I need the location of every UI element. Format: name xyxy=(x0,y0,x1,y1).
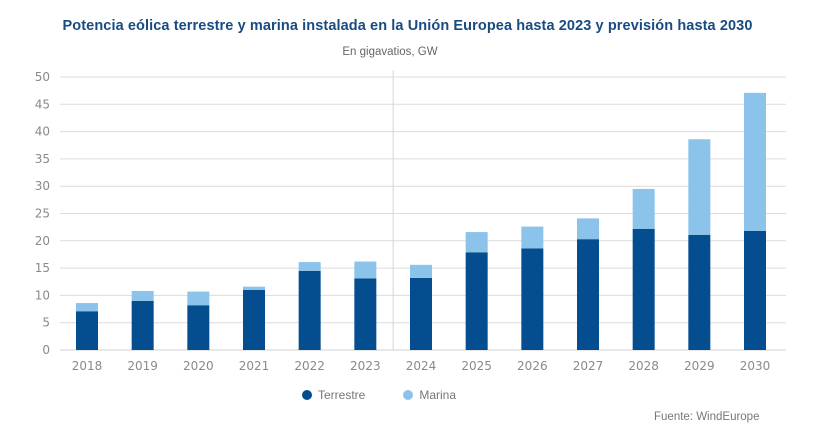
bar-terrestre-2023[interactable] xyxy=(354,278,377,350)
bar-terrestre-2026[interactable] xyxy=(521,248,544,350)
legend-marker-marina xyxy=(403,390,414,400)
chart-subtitle: En gigavatios, GW xyxy=(342,46,438,58)
y-axis-ticks: 0 5 10 15 20 25 30 35 40 45 50 xyxy=(35,70,50,357)
x-tick-label: 2021 xyxy=(239,359,270,373)
bar-marina-2026[interactable] xyxy=(521,226,544,249)
legend-item-terrestre[interactable]: Terrestre xyxy=(302,388,365,402)
legend-marker-terrestre xyxy=(302,390,312,400)
x-tick-label: 2019 xyxy=(127,359,158,373)
bar-marina-2025[interactable] xyxy=(465,232,488,253)
x-tick-label: 2018 xyxy=(72,359,103,373)
y-tick-label: 40 xyxy=(35,125,50,139)
bar-terrestre-2028[interactable] xyxy=(632,228,655,350)
bar-marina-2023[interactable] xyxy=(354,261,377,279)
x-tick-label: 2020 xyxy=(183,359,214,373)
y-tick-label: 15 xyxy=(35,261,50,275)
bar-marina-2030[interactable] xyxy=(744,92,766,231)
bars xyxy=(76,92,766,350)
gridlines xyxy=(60,76,786,351)
bar-terrestre-2029[interactable] xyxy=(688,234,711,350)
y-tick-label: 50 xyxy=(35,70,50,84)
bar-marina-2021[interactable] xyxy=(243,286,265,290)
bar-marina-2027[interactable] xyxy=(577,218,599,240)
bar-terrestre-2027[interactable] xyxy=(577,239,599,350)
bar-terrestre-2021[interactable] xyxy=(243,289,265,350)
x-tick-label: 2026 xyxy=(517,359,548,373)
bar-terrestre-2030[interactable] xyxy=(744,230,766,350)
y-tick-label: 35 xyxy=(35,152,50,166)
legend-item-marina[interactable]: Marina xyxy=(403,388,456,402)
chart-title: Potencia eólica terrestre y marina insta… xyxy=(62,18,753,34)
x-tick-label: 2027 xyxy=(573,359,604,373)
bar-marina-2029[interactable] xyxy=(688,139,711,235)
x-axis-ticks: 2018 2019 2020 2021 2022 2023 2024 2025 2026 2027… xyxy=(72,359,771,373)
x-tick-label: 2029 xyxy=(684,359,715,373)
bar-terrestre-2018[interactable] xyxy=(76,311,98,350)
bar-terrestre-2019[interactable] xyxy=(131,300,154,350)
bar-terrestre-2022[interactable] xyxy=(298,270,321,350)
bar-terrestre-2024[interactable] xyxy=(410,277,432,350)
x-tick-label: 2030 xyxy=(740,359,771,373)
y-tick-label: 45 xyxy=(35,97,50,111)
bar-marina-2024[interactable] xyxy=(410,264,432,278)
y-tick-label: 25 xyxy=(35,207,50,221)
legend-label-marina: Marina xyxy=(419,388,457,402)
legend-label-terrestre: Terrestre xyxy=(318,388,366,402)
bar-marina-2022[interactable] xyxy=(298,262,321,271)
y-tick-label: 0 xyxy=(42,343,50,357)
x-tick-label: 2028 xyxy=(628,359,659,373)
legend: Terrestre Marina xyxy=(302,388,456,402)
x-tick-label: 2024 xyxy=(406,359,437,373)
x-tick-label: 2025 xyxy=(461,359,492,373)
y-tick-label: 5 xyxy=(42,316,50,330)
bar-marina-2019[interactable] xyxy=(131,291,154,301)
bar-marina-2018[interactable] xyxy=(76,303,98,312)
bar-terrestre-2020[interactable] xyxy=(187,305,210,350)
bar-terrestre-2025[interactable] xyxy=(465,252,488,350)
bar-marina-2020[interactable] xyxy=(187,291,210,306)
x-tick-label: 2022 xyxy=(294,359,325,373)
x-tick-label: 2023 xyxy=(350,359,381,373)
source-note: Fuente: WindEurope xyxy=(654,411,760,423)
bar-marina-2028[interactable] xyxy=(632,188,655,229)
y-tick-label: 10 xyxy=(35,288,50,302)
y-tick-label: 20 xyxy=(35,234,50,248)
y-tick-label: 30 xyxy=(35,179,50,193)
